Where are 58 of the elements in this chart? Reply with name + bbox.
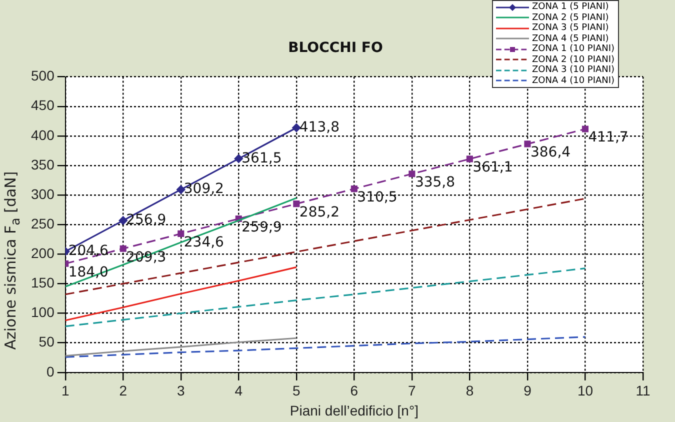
data-label: 259,9 xyxy=(242,219,282,236)
x-tick-label: 5 xyxy=(292,382,301,399)
data-label: 361,1 xyxy=(472,160,513,176)
x-tick-label: 2 xyxy=(119,382,128,399)
data-label: 413,8 xyxy=(299,119,340,136)
x-tick-label: 7 xyxy=(408,382,416,399)
y-tick-label: 450 xyxy=(31,97,55,114)
legend-label: ZONA 1 (5 PIANI) xyxy=(532,2,609,12)
data-label: 184,0 xyxy=(68,264,108,280)
y-tick-label: 200 xyxy=(31,245,55,262)
y-tick-label: 150 xyxy=(31,274,55,291)
point xyxy=(176,185,186,194)
data-label: 411,7 xyxy=(588,130,628,146)
data-label: 285,2 xyxy=(299,204,340,220)
data-label: 256,9 xyxy=(126,212,166,228)
data-label: 234,6 xyxy=(184,234,224,250)
legend-label: ZONA 3 (5 PIANI) xyxy=(532,23,609,34)
line-series xyxy=(65,268,586,328)
point xyxy=(178,230,184,237)
x-tick-label: 4 xyxy=(234,382,243,399)
x-axis-title: Piani dell’edificio [n°] xyxy=(290,402,418,418)
data-label: 386,4 xyxy=(530,144,571,161)
x-tick-label: 1 xyxy=(61,382,70,399)
legend-label: ZONA 3 (10 PIANI) xyxy=(532,65,615,76)
point xyxy=(118,216,128,225)
data-label: 310,5 xyxy=(357,189,398,206)
x-tick-label: 10 xyxy=(577,382,594,399)
y-tick-label: 0 xyxy=(46,363,55,380)
point xyxy=(582,126,589,132)
point xyxy=(408,170,416,178)
point xyxy=(524,140,531,148)
y-tick-label: 50 xyxy=(38,334,55,350)
point xyxy=(120,245,126,252)
point xyxy=(466,156,473,162)
legend-label: ZONA 2 (10 PIANI) xyxy=(532,54,615,65)
x-tick-label: 9 xyxy=(524,382,532,399)
y-tick-label: 400 xyxy=(31,126,55,143)
x-tick-label: 11 xyxy=(636,382,650,399)
y-tick-label: 300 xyxy=(31,186,55,202)
y-tick-label: 250 xyxy=(31,215,55,232)
legend-label: ZONA 4 (10 PIANI) xyxy=(532,76,615,86)
data-label: 335,8 xyxy=(414,174,456,191)
point xyxy=(350,186,358,192)
line-series xyxy=(65,336,586,358)
x-tick-label: 3 xyxy=(176,382,185,399)
x-tick-label: 8 xyxy=(466,382,474,399)
point xyxy=(293,200,300,208)
data-label: 309,2 xyxy=(184,181,224,198)
legend-label: ZONA 1 (10 PIANI) xyxy=(532,44,615,54)
y-tick-label: 100 xyxy=(31,304,55,320)
y-tick-label: 500 xyxy=(31,68,55,84)
data-label: 361,5 xyxy=(242,150,282,166)
x-tick-label: 6 xyxy=(350,382,358,399)
legend-label: ZONA 4 (5 PIANI) xyxy=(532,34,609,44)
point xyxy=(234,154,243,163)
chart-title: BLOCCHI FO xyxy=(288,40,383,56)
y-tick-label: 350 xyxy=(31,156,55,172)
legend-label: ZONA 2 (5 PIANI) xyxy=(532,12,609,23)
